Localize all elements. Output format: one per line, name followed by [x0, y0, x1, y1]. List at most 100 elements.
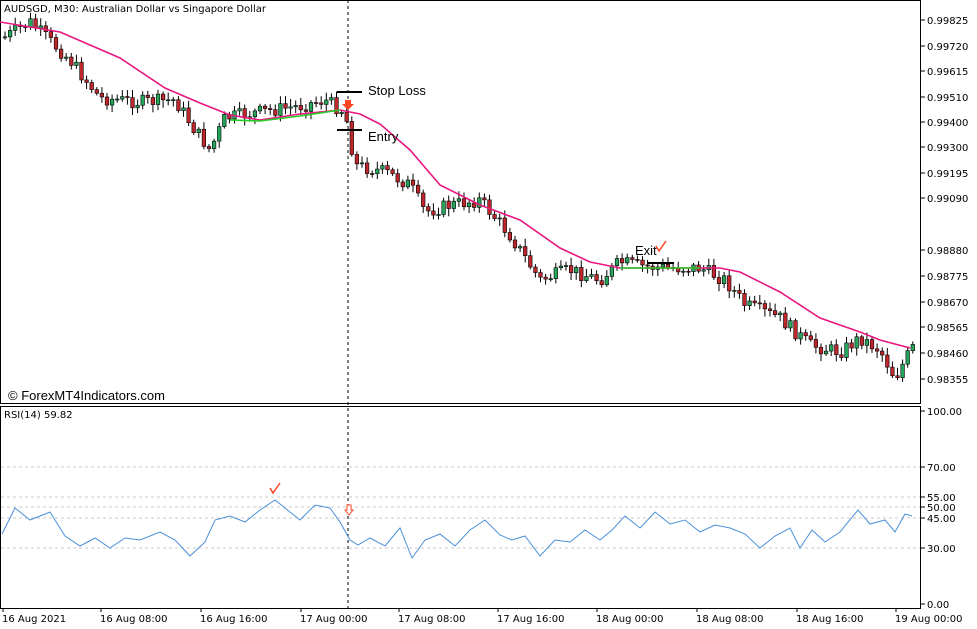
candle-body: [426, 206, 431, 212]
candle-body: [319, 102, 324, 105]
candle-body: [33, 18, 38, 29]
candle-body: [747, 300, 752, 306]
price-tick-label: 0.99400: [927, 118, 968, 129]
candle-body: [563, 265, 569, 267]
candle-body: [441, 200, 446, 215]
candle-body: [482, 197, 487, 201]
candle-body: [533, 266, 538, 273]
entry-label: Entry: [368, 129, 399, 144]
candle-body: [589, 274, 594, 277]
candle-body: [339, 112, 344, 115]
candle-body: [880, 350, 885, 356]
price-axis: 0.99825 0.99720 0.99615 0.99510 0.99400 0.993…: [921, 16, 968, 386]
time-tick-label: 17 Aug 00:00: [300, 614, 367, 625]
candle-body: [599, 280, 604, 286]
time-tick-label: 18 Aug 00:00: [596, 614, 663, 625]
candle-body: [772, 310, 778, 316]
time-tick-label: 16 Aug 16:00: [200, 614, 267, 625]
moving-average-line: [0, 21, 911, 349]
candle-body: [767, 308, 773, 311]
candle-body: [660, 264, 665, 268]
rsi-tick-label: 30.00: [927, 544, 956, 555]
candle-body: [273, 109, 278, 116]
candle-body: [110, 98, 115, 106]
candle-body: [757, 302, 762, 305]
rsi-title: RSI(14) 59.82: [4, 410, 73, 421]
candle-body: [410, 179, 416, 186]
candle-body: [558, 265, 563, 269]
candle-body: [28, 18, 33, 28]
price-tick-label: 0.99720: [927, 42, 968, 53]
candle-body: [721, 275, 727, 284]
candle-body: [431, 210, 436, 216]
time-tick-label: 16 Aug 08:00: [100, 614, 167, 625]
candle-body: [456, 198, 462, 202]
candle-body: [885, 354, 890, 368]
candle-body: [523, 246, 528, 256]
sell-arrow-icon: [342, 100, 354, 110]
candle-body: [283, 103, 288, 109]
candle-body: [502, 217, 507, 233]
candle-body: [293, 105, 298, 108]
candle-body: [528, 255, 533, 268]
price-tick-label: 0.98460: [927, 349, 968, 360]
candle-body: [446, 200, 451, 209]
rsi-line: [1, 499, 913, 560]
candle-body: [869, 339, 875, 350]
candle-body: [176, 99, 181, 111]
candle-body: [48, 31, 53, 38]
rsi-tick-label: 70.00: [927, 463, 956, 474]
candle-body: [161, 93, 166, 101]
time-tick-label: 19 Aug 00:00: [895, 614, 962, 625]
candle-body: [186, 107, 191, 123]
candle-body: [619, 258, 625, 264]
time-tick-label: 18 Aug 16:00: [796, 614, 863, 625]
candle-body: [13, 24, 18, 31]
candle-body: [727, 275, 732, 292]
candle-body: [492, 214, 497, 219]
candle-body: [145, 94, 150, 98]
candle-body: [716, 277, 722, 284]
candle-body: [329, 97, 334, 101]
candle-body: [89, 82, 94, 90]
candle-body: [298, 105, 303, 111]
exit-checkmark-icon: [655, 240, 667, 253]
candle-body: [701, 269, 706, 272]
candle-body: [681, 270, 686, 273]
candle-body: [614, 258, 620, 267]
candle-body: [288, 106, 293, 109]
candle-body: [104, 96, 110, 106]
candle-body: [844, 342, 849, 358]
candle-body: [278, 103, 283, 116]
candle-body: [252, 110, 258, 118]
candle-body: [630, 257, 635, 260]
price-tick-label: 0.99615: [927, 67, 968, 78]
candle-body: [451, 200, 456, 209]
candle-body: [268, 108, 273, 110]
stop-loss-label: Stop Loss: [368, 83, 426, 98]
candle-body: [125, 96, 130, 98]
candle-body: [191, 122, 196, 133]
candle-body: [732, 290, 737, 292]
candle-body: [813, 339, 818, 348]
watermark: © ForexMT4Indicators.com: [8, 388, 165, 403]
price-tick-label: 0.98880: [927, 246, 968, 257]
candle-body: [53, 37, 59, 50]
candle-body: [206, 146, 212, 149]
candle-body: [222, 114, 227, 127]
candle-body: [778, 312, 783, 316]
main-price-window[interactable]: [0, 0, 921, 404]
candle-body: [344, 112, 349, 122]
time-tick-label: 16 Aug 2021: [2, 614, 66, 625]
candle-body: [548, 278, 553, 280]
candle-body: [58, 48, 64, 59]
candle-body: [196, 128, 201, 133]
exit-label: Exit: [635, 243, 657, 258]
candle-body: [390, 169, 395, 174]
candle-body: [839, 354, 844, 358]
price-tick-label: 0.99090: [927, 194, 968, 205]
candle-body: [94, 89, 99, 94]
candle-body: [415, 184, 421, 194]
candle-body: [910, 344, 915, 351]
